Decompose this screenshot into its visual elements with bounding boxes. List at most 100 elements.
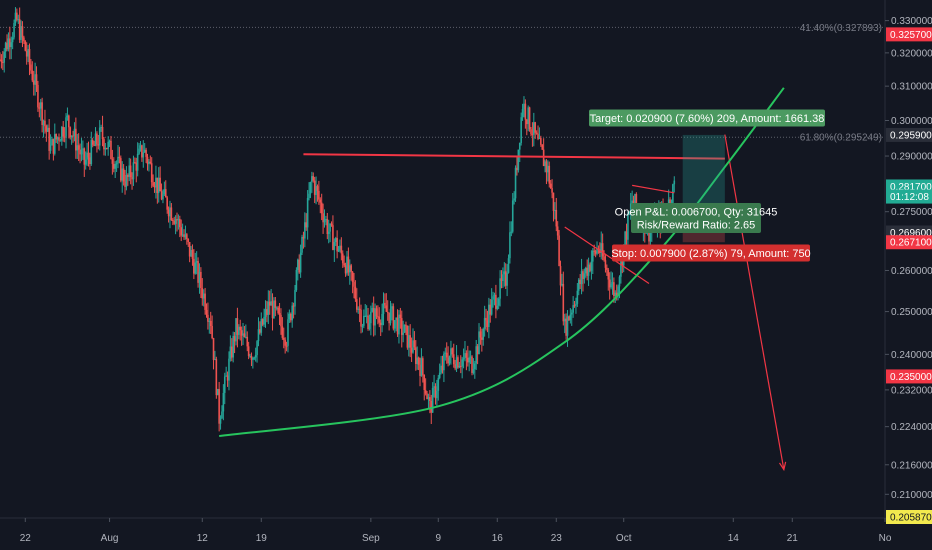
candle-body (46, 127, 49, 132)
candle-body (239, 326, 242, 331)
candle-body (672, 184, 674, 206)
stop-label-text: Stop: 0.007900 (2.87%) 79, Amount: 750 (611, 248, 810, 260)
candle-body (48, 127, 50, 151)
candle-body (183, 234, 185, 238)
candle-body (35, 74, 38, 85)
profit-zone (682, 134, 725, 214)
candle-body (27, 49, 29, 57)
candle-body (457, 357, 459, 368)
y-tick-label: 0.232000 (891, 385, 932, 396)
candle-body (565, 318, 567, 336)
candle-body (569, 314, 572, 321)
pnl-label-bg (631, 203, 761, 233)
candle-body (361, 325, 364, 327)
candle-body (506, 272, 508, 286)
candle-body (38, 107, 41, 109)
x-tick-label: Aug (101, 533, 119, 544)
candle-body (520, 117, 522, 143)
candle-body (91, 139, 94, 145)
candle-body (459, 365, 462, 367)
x-tick-label: 12 (197, 533, 209, 544)
candle-body (631, 200, 633, 204)
candle-body (312, 176, 315, 181)
candle-body (336, 238, 338, 252)
candle-body (171, 219, 174, 221)
candle-body (329, 223, 331, 232)
candle-body (521, 109, 524, 118)
candle-body (100, 126, 102, 128)
candle-body (568, 316, 570, 321)
candle-body (333, 242, 336, 250)
candle-body (14, 12, 17, 24)
candle-body (596, 248, 598, 254)
candle-body (280, 314, 282, 327)
candle-body (410, 347, 413, 353)
candle-body (294, 290, 296, 307)
candle-body (2, 62, 4, 64)
candle-body (562, 283, 565, 322)
candle-body (160, 191, 163, 200)
candle-body (402, 332, 404, 335)
candle-body (392, 306, 395, 329)
candle-body (274, 300, 277, 308)
candle-body (391, 306, 393, 309)
candle-body (466, 357, 469, 363)
candle-body (136, 153, 139, 171)
candle-body (455, 357, 458, 369)
candle-body (44, 120, 46, 127)
candle-body (111, 159, 114, 164)
candle-body (628, 212, 631, 214)
candle-body (385, 305, 388, 312)
candle-body (159, 177, 161, 192)
candle-body (481, 337, 483, 340)
candle-body (542, 149, 545, 167)
candle-body (593, 250, 596, 252)
candle-body (21, 26, 24, 38)
candle-body (502, 274, 504, 282)
candle-body (430, 401, 433, 413)
candle-body (353, 282, 355, 287)
candle-body (405, 324, 407, 326)
candle-body (579, 279, 581, 285)
candle-body (468, 357, 470, 363)
candle-body (6, 42, 8, 50)
candle-body (66, 115, 69, 118)
price-tag-label: 0.205870 (890, 513, 932, 524)
candle-body (18, 19, 21, 40)
candle-body (371, 308, 374, 312)
candle-body (55, 134, 57, 140)
candle-body (350, 265, 352, 272)
candle-body (556, 226, 559, 236)
candle-body (458, 365, 461, 368)
price-tag-label: 0.269600 (890, 228, 932, 239)
candle-body (475, 346, 478, 364)
candle-body (486, 320, 489, 328)
candle-body (117, 156, 119, 164)
candle-body (533, 122, 535, 135)
candle-body (121, 168, 124, 181)
candle-body (322, 213, 324, 223)
candle-body (544, 161, 546, 167)
candle-body (72, 135, 74, 137)
candle-body (25, 50, 28, 57)
candle-body (7, 38, 10, 50)
candle-body (3, 51, 6, 63)
candle-body (538, 138, 541, 140)
candle-body (604, 260, 607, 268)
candle-body (277, 307, 279, 314)
trendline-resistance (303, 153, 725, 160)
candle-body (80, 149, 83, 155)
candle-body (489, 304, 492, 315)
candle-body (204, 293, 206, 310)
candle-body (573, 305, 576, 307)
candle-body (68, 115, 70, 128)
candle-body (448, 355, 451, 364)
candle-body (545, 161, 548, 173)
candle-body (393, 320, 396, 329)
x-tick-label: 14 (728, 533, 740, 544)
candle-body (82, 148, 84, 150)
candle-body (462, 358, 465, 360)
candle-body (370, 311, 372, 324)
